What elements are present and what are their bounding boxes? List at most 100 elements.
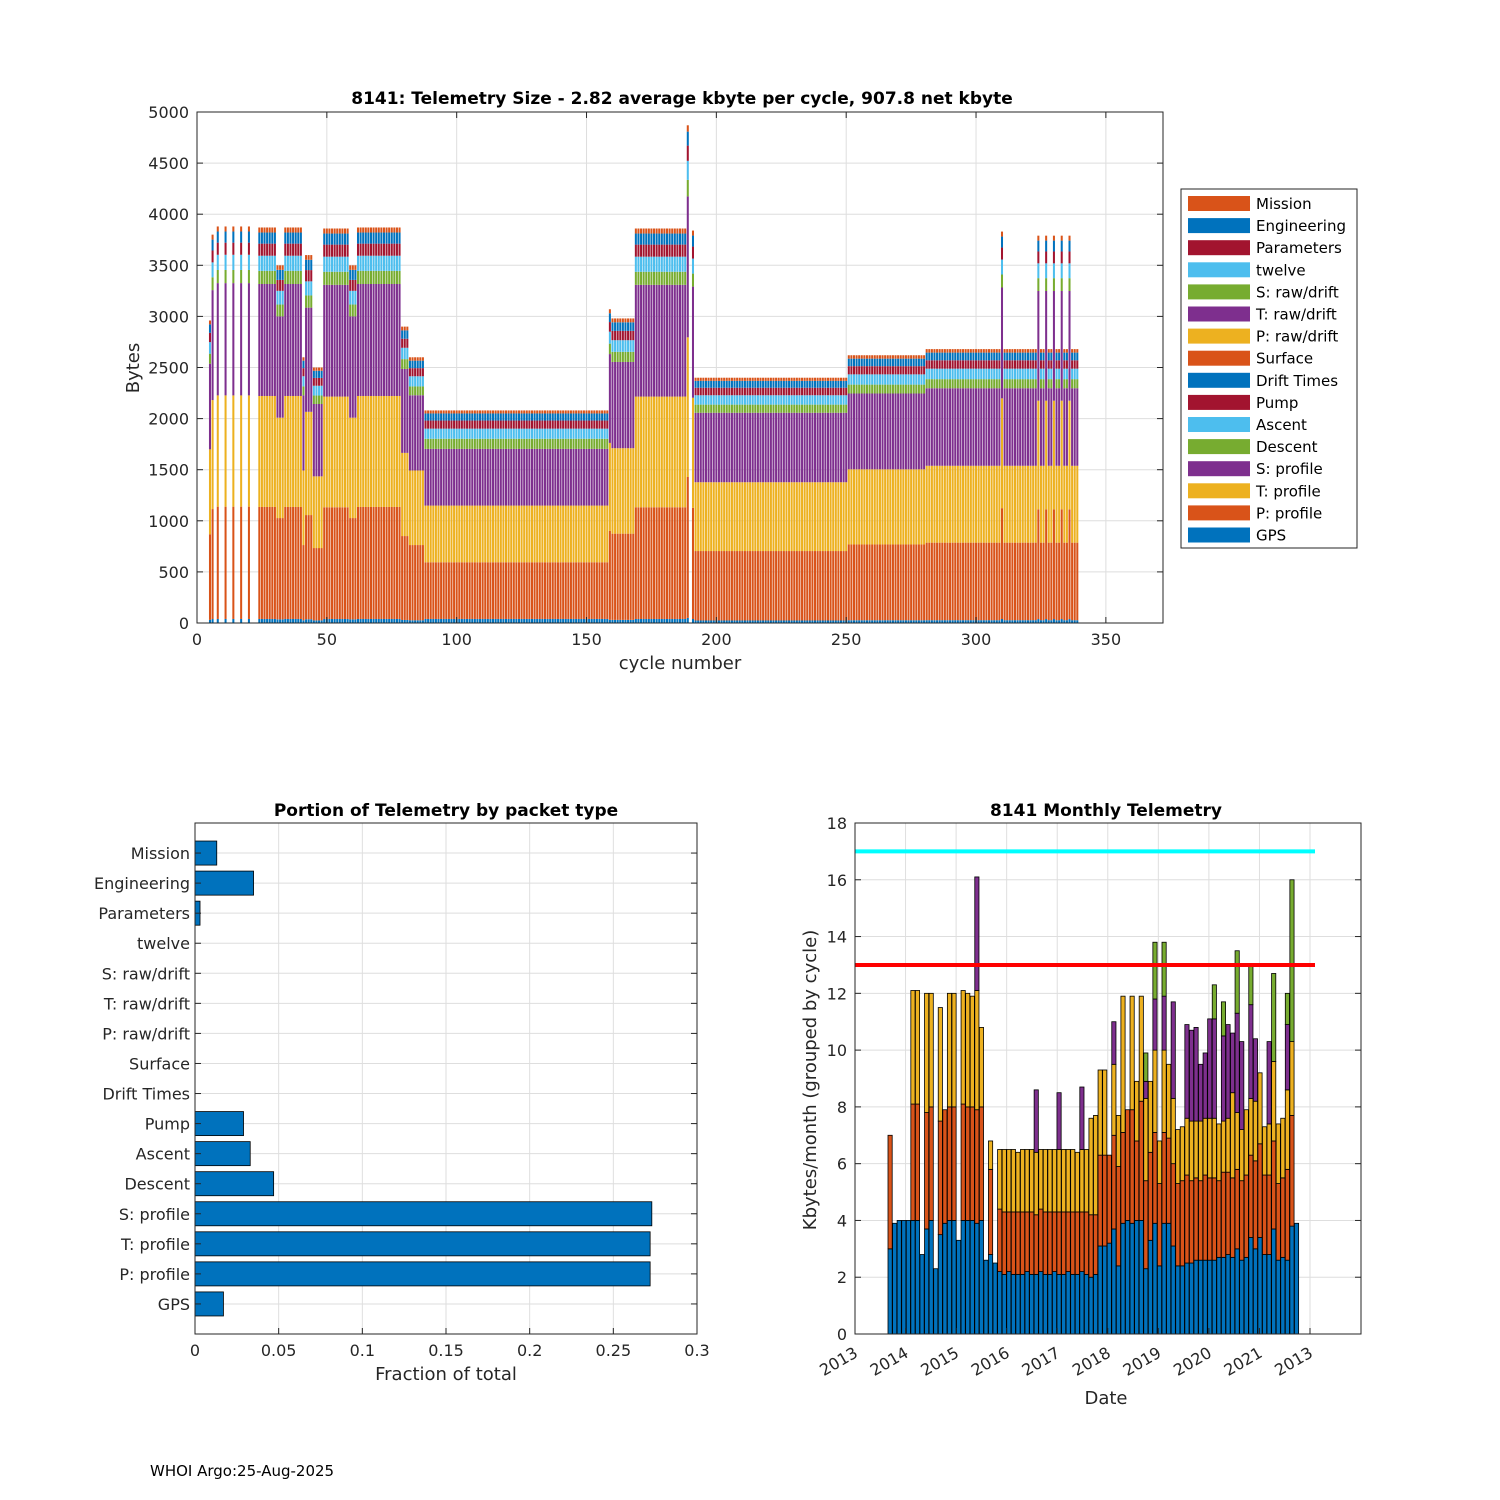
- top-bar-segment: [447, 562, 450, 619]
- top-bar-segment: [902, 366, 905, 375]
- top-bar-segment: [336, 271, 339, 285]
- top-bar-segment: [756, 482, 759, 552]
- top-bar-segment: [707, 380, 710, 388]
- top-bar-segment: [1032, 349, 1035, 353]
- top-bar-segment: [829, 412, 832, 483]
- top-bar-segment: [1060, 240, 1063, 252]
- top-bar-segment: [702, 395, 705, 405]
- top-bar-segment: [717, 387, 720, 396]
- br-bar-segment: [942, 1109, 948, 1224]
- top-bar-segment: [494, 413, 497, 421]
- legend-label: T: raw/drift: [1255, 306, 1337, 324]
- top-bar-segment: [1021, 465, 1024, 543]
- top-bar-segment: [645, 396, 648, 508]
- top-bar-segment: [795, 482, 798, 552]
- top-bar-segment: [873, 374, 876, 385]
- top-bar-segment: [432, 562, 435, 619]
- top-bar-segment: [676, 233, 679, 245]
- br-bar-segment: [1239, 1180, 1245, 1261]
- top-bar-segment: [305, 255, 308, 260]
- br-bar-segment: [988, 1254, 994, 1335]
- top-bar-segment: [634, 618, 637, 623]
- top-bar-segment: [764, 620, 767, 623]
- top-bar-segment: [865, 544, 868, 621]
- top-bar-segment: [466, 448, 469, 506]
- top-bar-segment: [310, 259, 313, 271]
- top-bar-segment: [611, 351, 614, 362]
- top-bar-segment: [881, 620, 884, 623]
- top-bar-segment: [777, 412, 780, 483]
- top-bar-segment: [990, 349, 993, 353]
- top-bar-segment: [312, 367, 315, 371]
- top-bar-segment: [546, 428, 549, 439]
- top-bar-segment: [372, 243, 375, 256]
- top-bar-segment: [972, 360, 975, 369]
- top-bar-segment: [707, 620, 710, 623]
- top-bar-segment: [564, 562, 567, 619]
- top-bar-segment: [868, 620, 871, 623]
- top-bar-segment: [969, 360, 972, 369]
- top-bar-segment: [1037, 290, 1040, 401]
- top-bar-segment: [704, 380, 707, 388]
- top-bar-segment: [829, 620, 832, 623]
- br-ytick-label: 8: [837, 1098, 847, 1117]
- top-bar-segment: [307, 281, 310, 296]
- top-bar-segment: [297, 506, 300, 619]
- top-xtick-label: 0: [192, 630, 202, 649]
- top-bar-segment: [839, 377, 843, 381]
- top-bar-segment: [741, 387, 744, 396]
- top-bar-segment: [972, 620, 975, 623]
- top-bar-segment: [403, 619, 406, 623]
- top-bar-segment: [580, 505, 583, 563]
- top-bar-segment: [868, 358, 871, 367]
- top-bar-segment: [717, 404, 720, 413]
- top-bar-segment: [889, 384, 892, 394]
- top-bar-segment: [281, 265, 284, 270]
- top-bar-segment: [842, 395, 845, 405]
- top-bar-segment: [260, 227, 263, 233]
- top-bar-segment: [1026, 388, 1029, 466]
- top-bar-segment: [730, 404, 733, 413]
- br-bar-segment: [1047, 1273, 1053, 1335]
- top-bar-segment: [286, 618, 289, 623]
- top-bar-segment: [860, 620, 863, 623]
- top-bar-segment: [619, 351, 622, 362]
- top-bar-segment: [756, 404, 759, 413]
- top-bar-segment: [523, 428, 526, 439]
- top-bar-segment: [463, 562, 466, 619]
- top-bar-segment: [839, 387, 843, 396]
- top-bar-segment: [424, 413, 427, 421]
- top-bar-segment: [505, 562, 508, 619]
- top-bar-segment: [902, 393, 905, 470]
- top-bar-segment: [549, 420, 552, 429]
- top-bar-segment: [933, 465, 936, 543]
- top-bar-segment: [359, 227, 362, 233]
- br-bar-segment: [1029, 1149, 1035, 1213]
- br-bar-segment: [1271, 1228, 1277, 1335]
- top-bar-segment: [310, 255, 313, 260]
- top-bar-segment: [473, 420, 476, 429]
- top-bar-segment: [416, 376, 419, 387]
- top-bar-segment: [585, 410, 588, 414]
- top-bar-segment: [434, 413, 437, 421]
- top-bar-segment: [814, 387, 817, 396]
- top-bar-segment: [458, 410, 461, 414]
- top-bar-segment: [588, 428, 591, 439]
- top-bar-segment: [910, 544, 913, 621]
- top-bar-segment: [486, 413, 489, 421]
- top-bar-segment: [666, 618, 669, 623]
- top-bar-segment: [655, 271, 658, 285]
- top-bar-segment: [575, 448, 578, 506]
- top-bar-segment: [793, 387, 796, 396]
- br-bar-segment: [1033, 1151, 1039, 1216]
- top-bar-segment: [588, 448, 591, 506]
- top-xlabel: cycle number: [619, 653, 742, 674]
- br-bar-segment: [1189, 1180, 1195, 1264]
- top-bar-segment: [390, 506, 393, 619]
- top-bar-segment: [577, 410, 580, 414]
- top-bar-segment: [756, 395, 759, 405]
- top-bar-segment: [362, 232, 365, 244]
- top-bar-segment: [710, 404, 713, 413]
- top-bar-segment: [533, 618, 536, 623]
- top-bar-segment: [208, 342, 211, 354]
